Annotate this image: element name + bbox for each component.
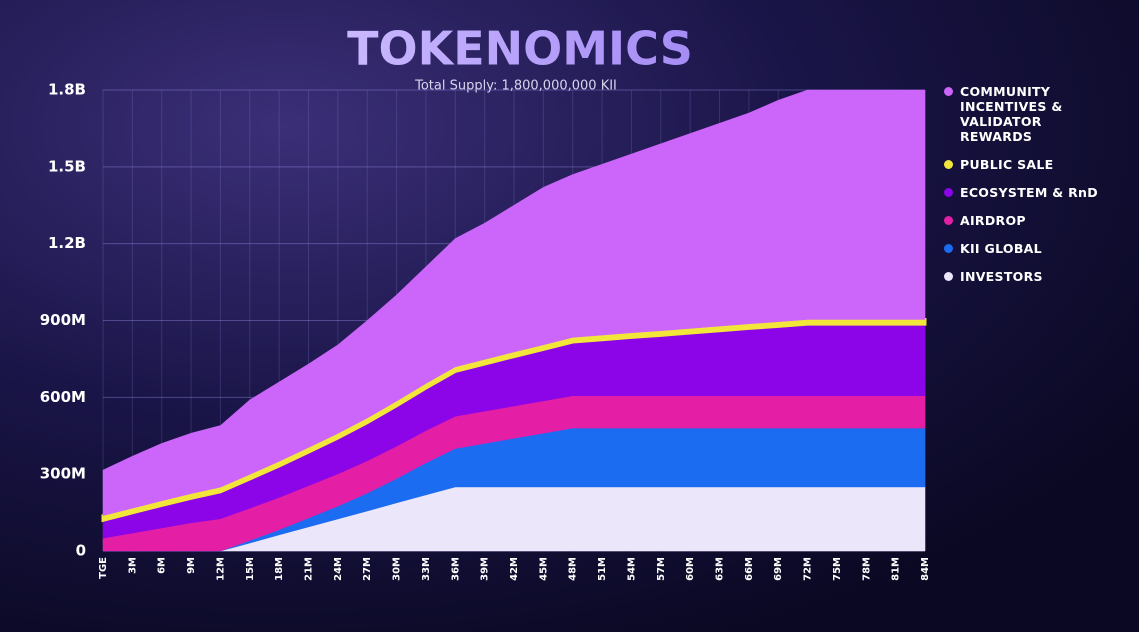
- legend-swatch: [944, 188, 953, 197]
- x-tick-label: 69M: [773, 557, 784, 581]
- x-tick-label: 42M: [509, 557, 520, 581]
- x-tick-label: 84M: [920, 557, 931, 581]
- legend-item: COMMUNITY INCENTIVES & VALIDATOR REWARDS: [944, 84, 1070, 144]
- y-tick-label: 1.5B: [48, 157, 86, 175]
- legend-swatch: [944, 160, 953, 169]
- legend-item: INVESTORS: [944, 269, 1134, 284]
- x-tick-label: 78M: [861, 557, 872, 581]
- x-tick-label: 36M: [450, 557, 461, 581]
- legend: COMMUNITY INCENTIVES & VALIDATOR REWARDS…: [944, 84, 1134, 297]
- legend-label: ECOSYSTEM & RnD: [960, 185, 1098, 200]
- x-tick-label: 33M: [421, 557, 432, 581]
- x-tick-label: 3M: [127, 557, 138, 574]
- legend-label: COMMUNITY INCENTIVES & VALIDATOR REWARDS: [960, 84, 1063, 144]
- legend-label: PUBLIC SALE: [960, 157, 1054, 172]
- legend-swatch: [944, 272, 953, 281]
- x-tick-label: 81M: [891, 557, 902, 581]
- x-tick-label: 12M: [215, 557, 226, 581]
- chart-subtitle: Total Supply: 1,800,000,000 KII: [414, 79, 617, 94]
- x-tick-label: 60M: [685, 557, 696, 581]
- chart-title: TOKENOMICS: [347, 22, 693, 76]
- x-tick-label: 66M: [744, 557, 755, 581]
- x-tick-label: 72M: [803, 557, 814, 581]
- y-tick-label: 1.8B: [48, 81, 86, 99]
- x-tick-label: 39M: [480, 557, 491, 581]
- x-tick-label: 54M: [626, 557, 637, 581]
- legend-label: INVESTORS: [960, 269, 1043, 284]
- legend-label: KII GLOBAL: [960, 241, 1042, 256]
- legend-item: AIRDROP: [944, 213, 1134, 228]
- x-tick-label: 57M: [656, 557, 667, 581]
- x-tick-label: 63M: [715, 557, 726, 581]
- y-tick-label: 900M: [40, 311, 86, 329]
- y-tick-label: 0: [76, 542, 86, 560]
- x-tick-label: 27M: [362, 557, 373, 581]
- x-tick-label: 6M: [157, 557, 168, 574]
- legend-item: ECOSYSTEM & RnD: [944, 185, 1134, 200]
- x-tick-label: TGE: [98, 557, 109, 579]
- x-tick-label: 51M: [597, 557, 608, 581]
- y-tick-label: 1.2B: [48, 234, 86, 252]
- legend-item: PUBLIC SALE: [944, 157, 1134, 172]
- legend-label: AIRDROP: [960, 213, 1026, 228]
- x-tick-label: 30M: [392, 557, 403, 581]
- x-tick-label: 24M: [333, 557, 344, 581]
- legend-swatch: [944, 87, 953, 96]
- legend-swatch: [944, 244, 953, 253]
- x-tick-label: 18M: [274, 557, 285, 581]
- y-tick-label: 300M: [40, 465, 86, 483]
- area: [102, 89, 926, 516]
- legend-swatch: [944, 216, 953, 225]
- y-tick-label: 600M: [40, 388, 86, 406]
- x-tick-label: 15M: [245, 557, 256, 581]
- x-tick-label: 45M: [538, 557, 549, 581]
- x-tick-label: 21M: [304, 557, 315, 581]
- x-tick-label: 48M: [568, 557, 579, 581]
- legend-item: KII GLOBAL: [944, 241, 1134, 256]
- x-tick-label: 9M: [186, 557, 197, 574]
- x-tick-label: 75M: [832, 557, 843, 581]
